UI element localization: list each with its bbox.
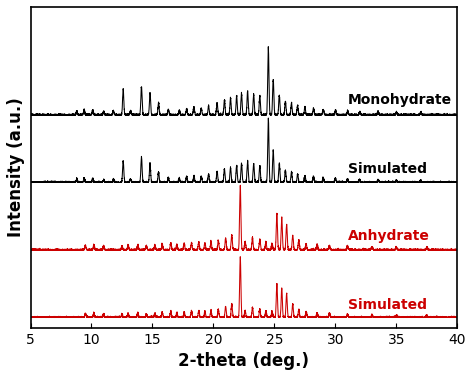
Text: Simulated: Simulated bbox=[347, 162, 427, 176]
Y-axis label: Intensity (a.u.): Intensity (a.u.) bbox=[7, 97, 25, 237]
X-axis label: 2-theta (deg.): 2-theta (deg.) bbox=[178, 352, 310, 370]
Text: Simulated: Simulated bbox=[347, 298, 427, 312]
Text: Anhydrate: Anhydrate bbox=[347, 229, 429, 243]
Text: Monohydrate: Monohydrate bbox=[347, 93, 452, 107]
